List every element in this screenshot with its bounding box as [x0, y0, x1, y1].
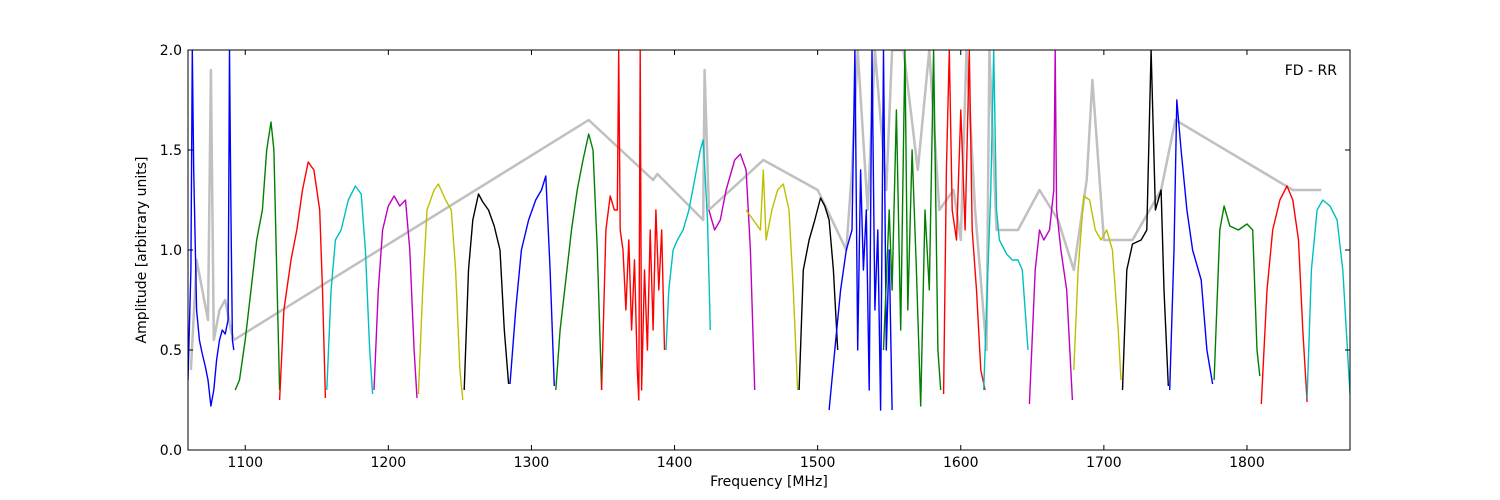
series-line-2	[234, 121, 281, 391]
series-line-23	[1213, 205, 1261, 381]
series-line-11	[665, 139, 711, 351]
y-tick-label: 2.0	[160, 43, 182, 59]
series-line-13	[745, 169, 799, 391]
y-tick-label: 1.5	[160, 143, 182, 159]
series-line-17	[942, 50, 986, 395]
y-tick-label: 0.5	[160, 343, 182, 359]
y-tick-label: 0.0	[160, 443, 182, 459]
series-line-18	[983, 50, 1029, 391]
background-series-layer	[189, 50, 1322, 371]
x-tick-label: 1400	[657, 455, 693, 471]
series-layer	[188, 50, 1350, 411]
series-line-21	[1121, 50, 1169, 391]
y-axis: 0.0 0.5 1.0 1.5 2.0	[160, 43, 1350, 459]
x-tick-label: 1700	[1086, 455, 1122, 471]
x-tick-label: 1600	[943, 455, 979, 471]
x-tick-label: 1200	[371, 455, 407, 471]
x-axis-label: Frequency [MHz]	[710, 474, 828, 490]
series-line-15	[828, 50, 893, 411]
x-axis: 1100 1200 1300 1400 1500 1600 1700 1800	[227, 50, 1265, 471]
series-line-20	[1073, 195, 1122, 381]
series-line-8	[509, 175, 555, 387]
series-line-7	[463, 193, 510, 391]
series-line-24	[1260, 185, 1308, 405]
x-tick-label: 1100	[227, 455, 263, 471]
series-line-22	[1169, 99, 1214, 391]
series-line-5	[373, 195, 418, 399]
y-tick-label: 1.0	[160, 243, 182, 259]
series-line-19	[1028, 50, 1074, 405]
x-tick-label: 1300	[514, 455, 550, 471]
series-line-12	[708, 153, 756, 391]
y-axis-label: Amplitude [arbitrary units]	[134, 157, 150, 344]
series-line-6	[417, 183, 464, 401]
x-tick-label: 1500	[800, 455, 836, 471]
series-line-3	[278, 161, 327, 401]
series-line-14	[798, 197, 839, 391]
series-line-1	[188, 50, 235, 407]
background-series-line	[189, 50, 1322, 371]
series-line-16	[882, 50, 942, 407]
series-line-9	[555, 133, 603, 391]
x-tick-label: 1800	[1229, 455, 1265, 471]
series-line-25	[1306, 199, 1350, 399]
panel-annotation: FD - RR	[1285, 63, 1338, 79]
series-line-4	[326, 185, 374, 395]
series-line-10	[600, 50, 666, 401]
